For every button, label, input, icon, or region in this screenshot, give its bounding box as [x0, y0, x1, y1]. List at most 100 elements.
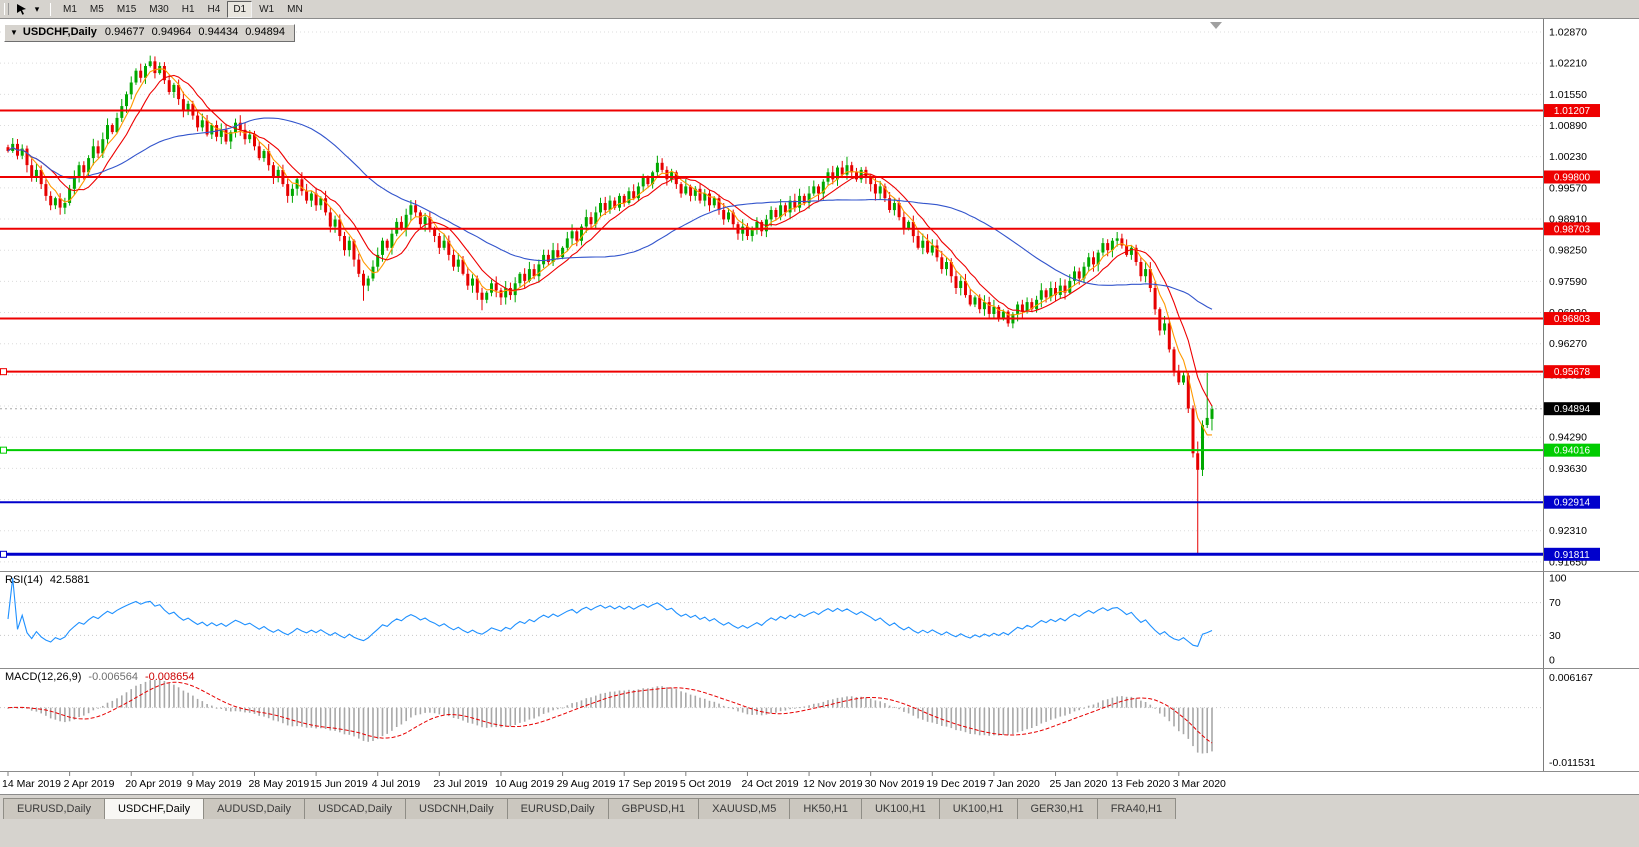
chart-tab-xauusd-m5[interactable]: XAUUSD,M5: [698, 798, 791, 819]
svg-text:0.94894: 0.94894: [1554, 404, 1591, 415]
chart-tab-audusd-daily[interactable]: AUDUSD,Daily: [203, 798, 306, 819]
timeframe-button-m30[interactable]: M30: [149, 3, 169, 15]
level-left-marker[interactable]: [0, 368, 7, 376]
price-chart-canvas[interactable]: 1.02870 1.02210 1.01550 1.00890 1.00230 0.995…: [0, 19, 1639, 571]
svg-text:9 May 2019: 9 May 2019: [187, 778, 242, 790]
level-left-marker[interactable]: [0, 550, 7, 558]
timeframe-button-mn[interactable]: MN: [287, 3, 303, 15]
chart-symbol-label: USDCHF,Daily: [22, 26, 97, 38]
rsi-value: 42.5881: [49, 574, 90, 586]
price-axis[interactable]: 1.02870 1.02210 1.01550 1.00890 1.00230 0.995…: [1543, 19, 1588, 571]
svg-text:19 Dec 2019: 19 Dec 2019: [926, 778, 986, 790]
rsi-label: RSI(14) 42.5881: [5, 574, 90, 586]
svg-text:0.92310: 0.92310: [1549, 525, 1587, 537]
price-level-label: [1544, 312, 1600, 326]
macd-histogram: [7, 679, 1213, 754]
toolbar-grip[interactable]: [4, 3, 9, 15]
toolbar: ▾ M1 M5 M15 M30 H1 H4 D1 W1 MN: [0, 0, 1639, 19]
macd-value-signal: -0.008654: [144, 671, 195, 683]
price-level-label: [1544, 222, 1600, 236]
svg-text:0.95678: 0.95678: [1554, 367, 1591, 378]
timeframe-button-m15[interactable]: M15: [116, 3, 137, 15]
macd-pane[interactable]: MACD(12,26,9) -0.006564 -0.008654 0.006167…: [0, 668, 1639, 771]
chart-tab-usdchf-daily[interactable]: USDCHF,Daily: [103, 798, 205, 819]
svg-text:30: 30: [1549, 630, 1561, 642]
timeframe-button-m5[interactable]: M5: [89, 3, 104, 15]
timeframe-button-d1[interactable]: D1: [227, 0, 253, 18]
svg-text:28 May 2019: 28 May 2019: [248, 778, 309, 790]
svg-text:17 Sep 2019: 17 Sep 2019: [618, 778, 678, 790]
svg-text:0.92914: 0.92914: [1554, 498, 1591, 509]
price-level-label: [1544, 443, 1600, 457]
level-left-marker[interactable]: [0, 446, 7, 454]
chart-tab-fra40-h1[interactable]: FRA40,H1: [1096, 798, 1177, 819]
svg-text:4 Jul 2019: 4 Jul 2019: [372, 778, 421, 790]
chart-tab-eurusd-daily[interactable]: EURUSD,Daily: [506, 798, 609, 819]
price-chart-pane[interactable]: ▼ USDCHF,Daily 0.94677 0.94964 0.94434 0…: [0, 19, 1639, 571]
chart-tab-uk100-h1[interactable]: UK100,H1: [938, 798, 1018, 819]
macd-canvas[interactable]: 0.006167 -0.011531: [0, 669, 1639, 771]
price-level-label: [1544, 104, 1600, 118]
svg-text:1.02870: 1.02870: [1549, 26, 1587, 38]
svg-text:100: 100: [1549, 573, 1567, 585]
ma-slow-line: [7, 117, 1213, 310]
date-axis-canvas[interactable]: 14 Mar 2019 2 Apr 2019 20 Apr 2019 9 May 20…: [0, 772, 1639, 794]
svg-text:1.00230: 1.00230: [1549, 151, 1587, 163]
svg-text:2 Apr 2019: 2 Apr 2019: [64, 778, 115, 790]
svg-text:0.006167: 0.006167: [1549, 672, 1593, 684]
macd-label: MACD(12,26,9) -0.006564 -0.008654: [5, 671, 195, 683]
macd-name: MACD(12,26,9): [5, 671, 82, 683]
rsi-pane[interactable]: RSI(14) 42.5881 100 70 30 0: [0, 571, 1639, 668]
svg-text:29 Aug 2019: 29 Aug 2019: [557, 778, 616, 790]
chart-menu-icon[interactable]: ▼: [10, 28, 18, 37]
svg-text:25 Jan 2020: 25 Jan 2020: [1050, 778, 1108, 790]
price-level-label: [1544, 495, 1600, 509]
chart-tab-usdcad-daily[interactable]: USDCAD,Daily: [304, 798, 407, 819]
svg-text:10 Aug 2019: 10 Aug 2019: [495, 778, 554, 790]
current-price-label: [1544, 402, 1600, 416]
svg-text:0.96803: 0.96803: [1554, 314, 1591, 325]
chart-tab-ger30-h1[interactable]: GER30,H1: [1016, 798, 1098, 819]
date-axis-pane[interactable]: 14 Mar 2019 2 Apr 2019 20 Apr 2019 9 May 20…: [0, 771, 1639, 794]
chart-tab-bar: EURUSD,Daily USDCHF,Daily AUDUSD,Daily USDC…: [0, 794, 1639, 819]
chart-tab-hk50-h1[interactable]: HK50,H1: [789, 798, 862, 819]
svg-text:0.98250: 0.98250: [1549, 245, 1587, 257]
chart-tab-gbpusd-h1[interactable]: GBPUSD,H1: [607, 798, 700, 819]
svg-text:24 Oct 2019: 24 Oct 2019: [741, 778, 798, 790]
svg-text:0.99800: 0.99800: [1554, 172, 1591, 183]
price-level-label: [1544, 365, 1600, 379]
timeframe-button-w1[interactable]: W1: [259, 3, 275, 15]
ohlc-close: 0.94894: [245, 26, 285, 38]
timeframe-button-h4[interactable]: H4: [207, 3, 221, 15]
svg-text:-0.011531: -0.011531: [1549, 757, 1596, 769]
svg-text:0.96270: 0.96270: [1549, 338, 1587, 350]
window-bottom-filler: [0, 819, 1639, 847]
svg-text:0.98703: 0.98703: [1554, 224, 1591, 235]
timeframe-toolbar: M1 M5 M15 M30 H1 H4 D1 W1 MN: [57, 0, 309, 18]
chart-tab-eurusd-daily[interactable]: EURUSD,Daily: [3, 798, 105, 819]
rsi-canvas[interactable]: 100 70 30 0: [0, 572, 1639, 668]
svg-text:14 Mar 2019: 14 Mar 2019: [2, 778, 61, 790]
ohlc-low: 0.94434: [198, 26, 239, 38]
chart-tab-uk100-h1[interactable]: UK100,H1: [860, 798, 940, 819]
rsi-name: RSI(14): [5, 574, 43, 586]
svg-text:0.94016: 0.94016: [1554, 446, 1591, 457]
chart-tab-usdcnh-daily[interactable]: USDCNH,Daily: [405, 798, 508, 819]
svg-text:5 Oct 2019: 5 Oct 2019: [680, 778, 732, 790]
svg-text:0.94290: 0.94290: [1549, 432, 1587, 444]
svg-text:0: 0: [1549, 655, 1555, 667]
macd-signal-line: [7, 681, 1213, 744]
timeframe-button-h1[interactable]: H1: [181, 3, 195, 15]
svg-text:1.01550: 1.01550: [1549, 89, 1587, 101]
svg-text:0.99570: 0.99570: [1549, 182, 1587, 194]
svg-text:1.02210: 1.02210: [1549, 58, 1587, 70]
pointer-tool-icon[interactable]: [14, 2, 28, 16]
svg-text:0.97590: 0.97590: [1549, 276, 1587, 288]
toolbar-separator: [50, 2, 51, 16]
chart-shift-marker[interactable]: [1210, 22, 1222, 29]
svg-text:30 Nov 2019: 30 Nov 2019: [865, 778, 925, 790]
price-level-label: [1544, 547, 1600, 561]
timeframe-button-m1[interactable]: M1: [63, 3, 77, 15]
dropdown-arrow-icon[interactable]: ▾: [34, 4, 40, 14]
ohlc-open: 0.94677: [104, 26, 145, 38]
